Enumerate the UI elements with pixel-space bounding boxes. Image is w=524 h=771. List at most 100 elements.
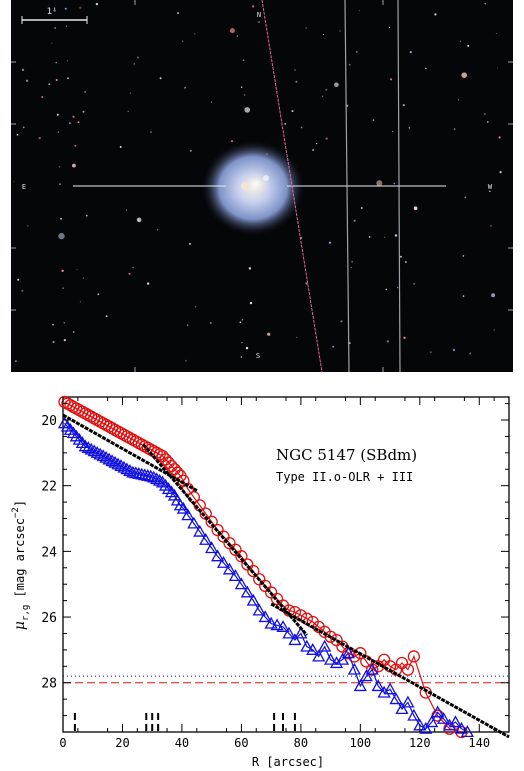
- y-label-close: ]: [13, 500, 27, 507]
- y-label-sub: r,g: [21, 605, 31, 621]
- star: [413, 206, 418, 210]
- star: [133, 63, 135, 65]
- sky-image-panel: 1' N E W S: [11, 0, 513, 373]
- star: [393, 182, 396, 185]
- star: [189, 242, 191, 245]
- star: [41, 96, 44, 98]
- star: [185, 359, 187, 362]
- data-point-g: [425, 715, 439, 728]
- star: [425, 67, 427, 70]
- star: [496, 67, 498, 69]
- west-marker: W: [488, 183, 493, 191]
- data-point-g: [395, 702, 409, 715]
- y-tick-label: 22: [41, 480, 57, 495]
- star: [462, 255, 465, 257]
- star: [353, 219, 356, 222]
- galaxy-knot: [241, 182, 249, 190]
- star: [65, 25, 68, 27]
- star: [57, 131, 59, 133]
- star: [462, 295, 465, 297]
- star: [53, 9, 56, 12]
- data-point-g: [389, 692, 403, 705]
- y-axis-label: μr,g [mag arcsec−2]: [11, 500, 31, 630]
- data-point-g: [270, 618, 284, 631]
- star: [291, 110, 294, 113]
- star: [384, 236, 386, 238]
- star: [452, 348, 456, 352]
- star: [385, 288, 388, 291]
- scale-bar-label: 1': [47, 7, 58, 17]
- star: [69, 122, 71, 124]
- star: [339, 30, 341, 32]
- data-point-g: [371, 679, 385, 692]
- star: [267, 332, 271, 336]
- star: [244, 107, 250, 113]
- star: [372, 119, 375, 121]
- star: [252, 5, 255, 8]
- star: [61, 269, 64, 272]
- star: [209, 322, 212, 324]
- y-tick-label: 24: [41, 545, 57, 560]
- star: [467, 44, 470, 47]
- star: [242, 59, 245, 61]
- star: [38, 136, 41, 140]
- star: [55, 62, 57, 64]
- star: [58, 232, 65, 240]
- star: [229, 28, 235, 34]
- satellite-trail: [261, 0, 323, 373]
- star: [358, 10, 360, 12]
- data-point-g: [132, 467, 146, 479]
- data-point-g: [144, 469, 158, 482]
- data-point-g: [436, 712, 451, 724]
- star: [490, 225, 492, 227]
- data-point-g: [181, 508, 195, 521]
- x-tick-label: 80: [294, 736, 308, 750]
- data-point-g: [150, 472, 164, 485]
- data-point-g: [252, 603, 266, 616]
- star: [498, 136, 501, 139]
- data-point-r: [407, 650, 421, 663]
- star: [77, 121, 80, 124]
- x-tick-label: 100: [349, 736, 371, 750]
- star: [74, 144, 77, 147]
- star: [13, 180, 15, 182]
- data-point-g: [312, 649, 326, 662]
- star: [316, 143, 318, 145]
- star: [21, 289, 24, 292]
- fit-layer: [62, 413, 510, 739]
- data-point-g: [135, 467, 149, 480]
- y-label-sup: −2: [11, 507, 21, 518]
- star: [56, 113, 59, 116]
- data-point-g: [276, 620, 290, 632]
- y-tick-label: 26: [41, 611, 57, 626]
- star: [495, 32, 497, 34]
- star: [403, 336, 406, 339]
- data-point-r: [354, 647, 367, 660]
- data-point-g: [234, 577, 249, 590]
- star: [258, 21, 260, 23]
- data-point-g: [282, 626, 296, 639]
- star: [48, 83, 51, 86]
- data-point-g: [102, 452, 116, 465]
- data-point-g: [108, 455, 122, 468]
- star: [15, 360, 17, 362]
- star: [240, 356, 243, 358]
- data-point-g: [93, 447, 107, 460]
- data-point-g: [419, 721, 433, 734]
- star: [300, 126, 303, 129]
- south-marker: S: [256, 352, 260, 360]
- data-point-g: [246, 593, 260, 606]
- star: [156, 228, 159, 231]
- star: [72, 331, 75, 333]
- data-point-g: [96, 449, 110, 462]
- star: [305, 282, 308, 285]
- data-point-g: [341, 646, 356, 659]
- data-point-g: [258, 610, 272, 623]
- bottom-markers: [73, 710, 296, 731]
- data-point-g: [377, 685, 391, 698]
- star: [159, 77, 162, 80]
- star: [95, 2, 99, 6]
- star: [332, 345, 335, 348]
- data-point-g: [442, 718, 457, 731]
- x-axis: 0 20 40 60 80 100 120 140: [59, 397, 495, 750]
